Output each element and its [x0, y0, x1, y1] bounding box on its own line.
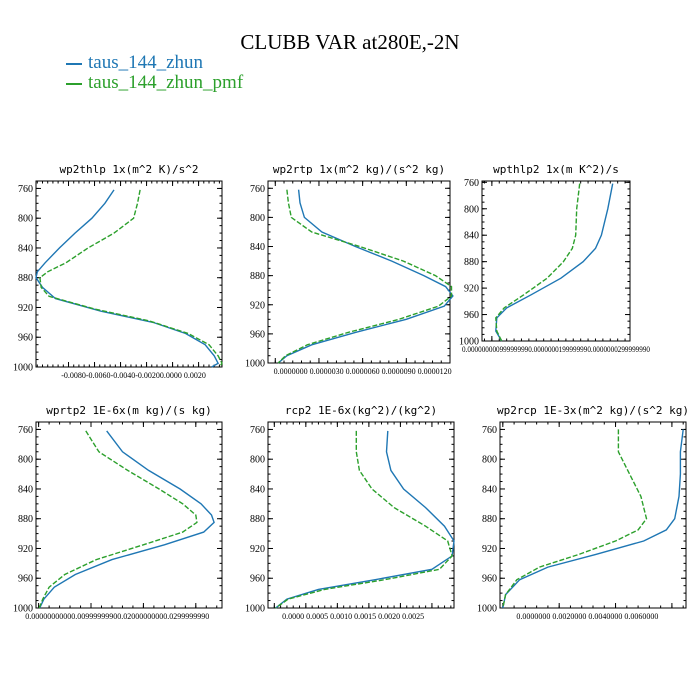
plot-frame	[35, 421, 223, 609]
legend-item-zhun-pmf: taus_144_zhun_pmf	[66, 72, 243, 94]
y-tick-label: 960	[464, 310, 479, 321]
plot-frame	[267, 180, 451, 364]
panel-1: wp2rtp 1x(m^2 kg)/(s^2 kg) 760 800 840 880 92…	[245, 163, 454, 376]
y-tick-label: 800	[18, 214, 33, 225]
y-tick-label: 1000	[13, 604, 33, 615]
y-tick-label: 880	[18, 514, 33, 525]
series-line-0	[275, 430, 455, 609]
y-tick-label: 760	[250, 184, 265, 195]
x-tick-labels: 0.0000000 0.0020000 0.0040000 0.0060000	[516, 612, 658, 621]
y-tick-label: 920	[18, 544, 33, 555]
panel-4: rcp2 1E-6x(kg^2)/(kg^2) 760 800 840 880 920 96…	[245, 404, 455, 621]
y-tick-label: 1000	[245, 604, 265, 615]
legend-item-zhun: taus_144_zhun	[66, 52, 203, 74]
series-line-0	[39, 430, 215, 609]
y-tick-label: 760	[250, 425, 265, 436]
series-line-0	[35, 189, 220, 368]
series-line-1	[502, 429, 648, 609]
plot-frame	[267, 421, 455, 609]
y-tick-label: 840	[18, 484, 33, 495]
y-tick-label: 960	[250, 574, 265, 585]
plot-frame	[499, 421, 687, 609]
y-tick-label: 840	[464, 231, 479, 242]
series-line-1	[39, 189, 223, 368]
y-tick-label: 960	[18, 574, 33, 585]
y-tick-label: 760	[464, 178, 479, 189]
x-tick-labels: 0.000000000999999990.0000000199999990.00…	[462, 345, 650, 354]
legend-swatch-zhun	[66, 62, 82, 65]
y-tick-label: 760	[18, 184, 33, 195]
panel-title: rcp2 1E-6x(kg^2)/(kg^2)	[285, 404, 437, 417]
plot-frame	[481, 180, 631, 342]
y-tick-label: 960	[18, 333, 33, 344]
y-tick-label: 840	[250, 484, 265, 495]
y-tick-label: 960	[482, 574, 497, 585]
x-tick-labels: -0.0080-0.0060-0.0040-0.00200.0000 0.002…	[61, 371, 206, 380]
figure-title: CLUBB VAR at280E,-2N	[240, 30, 460, 54]
series-line-0	[495, 183, 614, 342]
series-line-1	[277, 189, 453, 364]
y-tick-label: 920	[250, 300, 265, 311]
panel-title: wpthlp2 1x(m K^2)/s	[493, 163, 619, 176]
y-tick-label: 880	[482, 514, 497, 525]
y-tick-label: 920	[18, 303, 33, 314]
y-tick-label: 880	[250, 271, 265, 282]
series-line-1	[275, 430, 453, 609]
y-tick-label: 800	[250, 455, 265, 466]
series-line-1	[38, 430, 198, 609]
legend-label-zhun: taus_144_zhun	[88, 52, 204, 73]
panel-2: wpthlp2 1x(m K^2)/s 760 800 840 880 920 960 100…	[459, 163, 650, 354]
y-tick-label: 760	[482, 425, 497, 436]
y-tick-label: 920	[250, 544, 265, 555]
y-tick-label: 1000	[459, 337, 479, 348]
panel-title: wp2rcp 1E-3x(m^2 kg)/(s^2 kg)	[497, 404, 689, 417]
y-tick-label: 760	[18, 425, 33, 436]
y-tick-label: 800	[464, 204, 479, 215]
y-tick-label: 800	[250, 213, 265, 224]
y-tick-label: 840	[482, 484, 497, 495]
y-tick-label: 840	[250, 242, 265, 253]
panel-3: wprtp2 1E-6x(m kg)/(s kg) 760 800 840 880 920…	[13, 404, 223, 621]
x-tick-labels: 0.00000000000.00999999900.02000000000.02…	[25, 612, 209, 621]
y-tick-label: 880	[18, 273, 33, 284]
y-tick-label: 1000	[245, 359, 265, 370]
y-tick-label: 800	[18, 455, 33, 466]
y-tick-label: 1000	[477, 604, 497, 615]
x-tick-labels: 0.0000 0.0005 0.0010 0.0015 0.0020 0.002…	[282, 612, 424, 621]
y-tick-label: 920	[482, 544, 497, 555]
y-tick-label: 920	[464, 284, 479, 295]
legend-swatch-zhun-pmf	[66, 82, 82, 85]
panel-0: wp2thlp 1x(m^2 K)/s^2 760 800 840 880 920 960 1…	[13, 163, 223, 380]
series-line-0	[277, 189, 454, 364]
y-tick-label: 840	[18, 243, 33, 254]
y-tick-label: 960	[250, 329, 265, 340]
y-tick-label: 880	[464, 257, 479, 268]
y-tick-label: 1000	[13, 363, 33, 374]
y-tick-label: 800	[482, 455, 497, 466]
series-line-0	[502, 429, 684, 609]
series-line-1	[495, 183, 581, 342]
y-tick-label: 880	[250, 514, 265, 525]
panel-5: wp2rcp 1E-3x(m^2 kg)/(s^2 kg)760 800 840 88…	[477, 404, 689, 621]
x-tick-labels: 0.0000000 0.0000030 0.0000060 0.0000090 …	[274, 367, 452, 376]
plot-frame	[35, 180, 223, 368]
panel-title: wp2thlp 1x(m^2 K)/s^2	[59, 163, 198, 176]
panel-title: wprtp2 1E-6x(m kg)/(s kg)	[46, 404, 212, 417]
panel-title: wp2rtp 1x(m^2 kg)/(s^2 kg)	[273, 163, 445, 176]
legend-label-zhun-pmf: taus_144_zhun_pmf	[88, 72, 244, 93]
